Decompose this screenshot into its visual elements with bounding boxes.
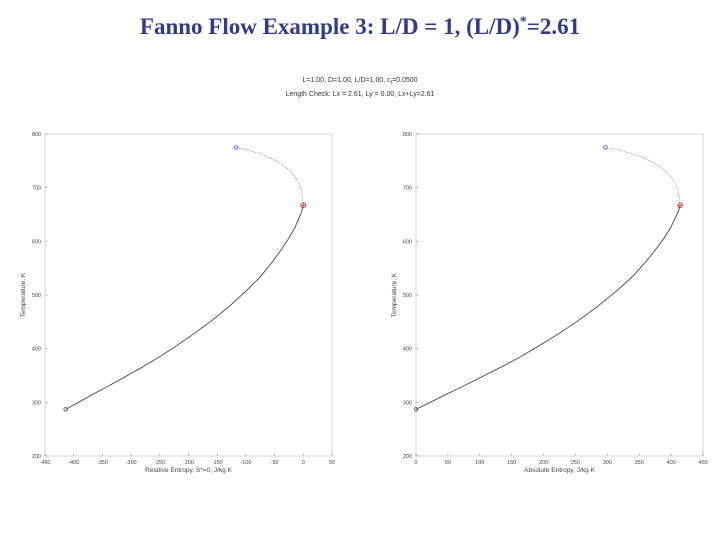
figure-header: L=1.00, D=1.00, L/D=1.00, cf=0.0500 Leng… (200, 75, 520, 100)
series-line-supersonic (415, 205, 681, 410)
x-axis-title: Absolute Entropy, J/kg K (524, 467, 595, 474)
x-tick-label: 350 (635, 460, 644, 466)
x-tick-label: 150 (507, 460, 516, 466)
series-line-subsonic (605, 147, 681, 206)
y-tick-label: 400 (32, 347, 41, 353)
start-point-marker (413, 407, 419, 412)
chart-2: 0 50 100 150 200 250 300 350 400 450 200 300 400 500 6… (391, 132, 708, 474)
y-tick-label: 500 (32, 293, 41, 299)
plot-frame (44, 133, 333, 457)
chart-1: -450 -400 -350 -300 -250 -200 -150 -100 -50 0 50 20… (20, 132, 335, 474)
x-tick-label: 100 (475, 460, 484, 466)
y-tick-label: 200 (403, 454, 412, 460)
x-tick-label: -450 (39, 460, 50, 466)
y-tick-label: 500 (403, 293, 412, 299)
x-tick-label: 300 (603, 460, 612, 466)
figure-header-line1-sub: f (390, 80, 393, 87)
y-tick-label: 700 (403, 186, 412, 192)
x-tick-label: 0 (414, 460, 417, 466)
x-tick-label: 50 (329, 460, 335, 466)
x-tick-label: -250 (154, 460, 165, 466)
x-axis-title: Relative Entropy, S*=0, J/kg K (145, 467, 232, 474)
x-tick-label: -150 (212, 460, 223, 466)
x-tick-label: -350 (97, 460, 108, 466)
series-line-supersonic (65, 205, 304, 410)
y-tick-label: 600 (32, 239, 41, 245)
x-tick-label: -100 (240, 460, 251, 466)
x-tick-label: 400 (667, 460, 676, 466)
start-point-marker (63, 407, 68, 412)
y-tick-label: 300 (32, 400, 41, 406)
x-tick-label: -300 (126, 460, 137, 466)
sonic-point-marker (300, 202, 307, 209)
x-tick-label: -400 (68, 460, 79, 466)
x-tick-label: 50 (445, 460, 451, 466)
x-tick-label: -50 (271, 460, 279, 466)
y-tick-label: 200 (32, 454, 41, 460)
y-axis-title: Temperature, K (391, 272, 398, 317)
slide-title-superscript: * (519, 14, 527, 30)
plot-frame (415, 133, 704, 457)
end-point-marker (603, 145, 608, 150)
slide-title: Fanno Flow Example 3: L/D = 1, (L/D)*=2.… (0, 14, 720, 40)
y-tick-label: 700 (32, 186, 41, 192)
y-tick-label: 300 (403, 400, 412, 406)
figure-header-line1-pre: L=1.00, D=1.00, L/D=1.00, c (302, 77, 391, 84)
y-tick-label: 600 (403, 239, 412, 245)
y-tick-label: 800 (32, 132, 41, 138)
y-axis-title: Temperature, K (20, 272, 27, 317)
x-tick-label: 200 (539, 460, 548, 466)
x-tick-label: -200 (183, 460, 194, 466)
y-tick-label: 800 (403, 132, 412, 138)
series-line-subsonic (236, 147, 304, 206)
x-tick-label: 450 (698, 460, 707, 466)
slide-title-main: Fanno Flow Example 3: L/D = 1, (L/D) (139, 14, 520, 39)
sonic-point-marker (677, 202, 683, 209)
figure-header-line1: L=1.00, D=1.00, L/D=1.00, cf=0.0500 (200, 75, 520, 89)
x-tick-label: 0 (302, 460, 305, 466)
y-tick-label: 400 (403, 347, 412, 353)
x-tick-label: 250 (571, 460, 580, 466)
slide-title-tail: =2.61 (526, 14, 581, 39)
figure-header-line1-post: =0.0500 (392, 77, 418, 84)
figure-header-line2: Length Check: Lx = 2.61, Ly = 0.00, Lx+L… (285, 91, 435, 99)
end-point-marker (233, 145, 239, 150)
